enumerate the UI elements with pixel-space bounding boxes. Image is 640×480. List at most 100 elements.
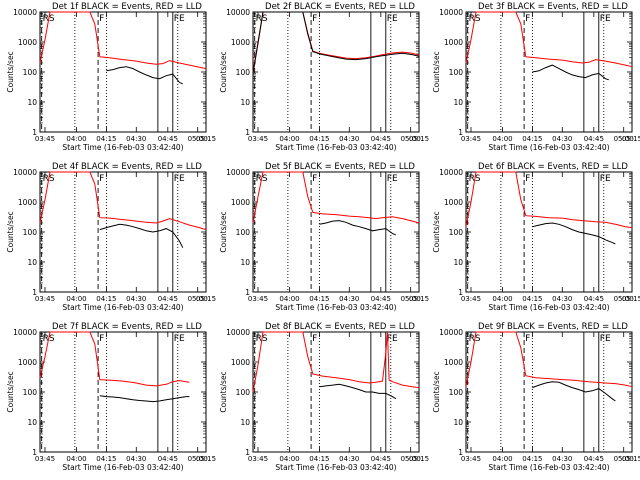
y-axis-label: Counts/sec bbox=[219, 371, 228, 412]
x-tick-label: 05:15 bbox=[409, 455, 429, 463]
x-tick-label: 03:45 bbox=[248, 135, 268, 143]
y-tick-label: 1000 bbox=[444, 198, 463, 207]
chart-panel-5: Det 5f BLACK = Events, RED = LLD Counts/s… bbox=[219, 162, 429, 312]
x-tick-label: 04:30 bbox=[552, 135, 572, 143]
chart-panel-6: Det 6f BLACK = Events, RED = LLD Counts/s… bbox=[432, 162, 640, 312]
x-tick-label: 04:15 bbox=[309, 295, 329, 303]
x-tick-label: 04:00 bbox=[492, 455, 512, 463]
plot-frame bbox=[39, 171, 207, 293]
x-axis-label: Start Time (16-Feb-03 03:42:40) bbox=[275, 143, 396, 152]
y-tick-label: 10000 bbox=[13, 168, 37, 177]
y-tick-label: 10000 bbox=[13, 328, 37, 337]
y-axis-label: Counts/sec bbox=[219, 51, 228, 92]
series-line-events bbox=[252, 11, 420, 74]
x-tick-label: 04:30 bbox=[126, 455, 146, 463]
y-axis-label: Counts/sec bbox=[6, 211, 15, 252]
y-tick-label: 10 bbox=[27, 98, 37, 107]
x-tick-label: 04:15 bbox=[522, 135, 542, 143]
y-tick-label: 1 bbox=[458, 128, 463, 137]
y-tick-label: 1000 bbox=[231, 358, 250, 367]
y-tick-label: 10 bbox=[453, 418, 463, 427]
x-tick-label: 04:00 bbox=[279, 135, 299, 143]
chart-title: Det 5f BLACK = Events, RED = LLD bbox=[265, 162, 415, 172]
y-tick-label: 100 bbox=[236, 228, 251, 237]
x-tick-label: 05:00 bbox=[401, 135, 421, 143]
marker-label: FE bbox=[174, 334, 185, 344]
y-tick-label: 10000 bbox=[13, 8, 37, 17]
x-axis-label: Start Time (16-Feb-03 03:42:40) bbox=[488, 143, 609, 152]
x-tick-label: 03:45 bbox=[35, 135, 55, 143]
y-tick-label: 100 bbox=[23, 228, 38, 237]
y-tick-label: 10 bbox=[27, 418, 37, 427]
plot-frame bbox=[252, 11, 420, 133]
x-axis-label: Start Time (16-Feb-03 03:42:40) bbox=[62, 303, 183, 312]
marker-label: FE bbox=[174, 14, 185, 24]
y-tick-label: 10000 bbox=[226, 168, 250, 177]
plot-frame bbox=[252, 171, 420, 293]
series-line-lld bbox=[465, 331, 633, 388]
x-tick-label: 04:45 bbox=[371, 295, 391, 303]
y-tick-label: 10 bbox=[240, 258, 250, 267]
chart-panel-7: Det 7f BLACK = Events, RED = LLD Counts/s… bbox=[6, 322, 216, 472]
y-tick-label: 1 bbox=[32, 128, 37, 137]
chart-panel-9: Det 9f BLACK = Events, RED = LLD Counts/s… bbox=[432, 322, 640, 472]
x-tick-label: 03:45 bbox=[248, 295, 268, 303]
x-tick-label: 04:30 bbox=[126, 295, 146, 303]
x-tick-label: 05:15 bbox=[409, 295, 429, 303]
y-tick-label: 10 bbox=[453, 98, 463, 107]
chart-title: Det 3f BLACK = Events, RED = LLD bbox=[478, 2, 628, 12]
y-tick-label: 10000 bbox=[226, 8, 250, 17]
x-tick-label: 04:00 bbox=[492, 135, 512, 143]
y-tick-label: 1000 bbox=[444, 38, 463, 47]
y-tick-label: 10 bbox=[453, 258, 463, 267]
x-tick-label: 04:30 bbox=[552, 455, 572, 463]
y-tick-label: 1000 bbox=[18, 198, 37, 207]
x-axis-label: Start Time (16-Feb-03 03:42:40) bbox=[62, 463, 183, 472]
x-tick-label: 05:00 bbox=[401, 455, 421, 463]
x-tick-label: 03:45 bbox=[461, 455, 481, 463]
x-tick-label: 03:45 bbox=[461, 135, 481, 143]
series-line-lld bbox=[252, 331, 420, 393]
y-tick-label: 100 bbox=[23, 388, 38, 397]
y-tick-label: 10 bbox=[240, 418, 250, 427]
y-tick-label: 1 bbox=[245, 128, 250, 137]
y-tick-label: 1000 bbox=[231, 38, 250, 47]
x-tick-label: 05:15 bbox=[622, 135, 640, 143]
x-axis-label: Start Time (16-Feb-03 03:42:40) bbox=[62, 143, 183, 152]
x-tick-label: 03:45 bbox=[35, 295, 55, 303]
plot-frame bbox=[465, 171, 633, 293]
y-tick-label: 1 bbox=[245, 448, 250, 457]
chart-panel-1: Det 1f BLACK = Events, RED = LLD Counts/s… bbox=[6, 2, 216, 152]
chart-panel-8: Det 8f BLACK = Events, RED = LLD Counts/s… bbox=[219, 322, 429, 472]
x-tick-label: 04:00 bbox=[66, 455, 86, 463]
y-tick-label: 1 bbox=[32, 288, 37, 297]
x-tick-label: 04:00 bbox=[492, 295, 512, 303]
x-tick-label: 05:00 bbox=[188, 455, 208, 463]
y-tick-label: 1 bbox=[245, 288, 250, 297]
y-tick-label: 1 bbox=[458, 288, 463, 297]
x-tick-label: 05:15 bbox=[196, 135, 216, 143]
x-axis-label: Start Time (16-Feb-03 03:42:40) bbox=[488, 463, 609, 472]
y-axis-label: Counts/sec bbox=[219, 211, 228, 252]
series-line-lld bbox=[39, 331, 190, 387]
y-tick-label: 10 bbox=[240, 98, 250, 107]
x-tick-label: 04:15 bbox=[522, 295, 542, 303]
x-tick-label: 04:15 bbox=[96, 295, 116, 303]
chart-title: Det 1f BLACK = Events, RED = LLD bbox=[52, 2, 202, 12]
y-tick-label: 10000 bbox=[439, 168, 463, 177]
y-tick-label: 100 bbox=[236, 68, 251, 77]
x-tick-label: 05:00 bbox=[188, 295, 208, 303]
y-axis-label: Counts/sec bbox=[432, 211, 441, 252]
x-tick-label: 04:45 bbox=[371, 135, 391, 143]
marker-label: F bbox=[525, 174, 530, 184]
y-tick-label: 1 bbox=[32, 448, 37, 457]
y-axis-label: Counts/sec bbox=[432, 371, 441, 412]
x-tick-label: 04:45 bbox=[158, 295, 178, 303]
chart-title: Det 6f BLACK = Events, RED = LLD bbox=[478, 162, 628, 172]
chart-title: Det 4f BLACK = Events, RED = LLD bbox=[52, 162, 202, 172]
y-tick-label: 1000 bbox=[18, 358, 37, 367]
plot-frame bbox=[39, 331, 207, 453]
x-tick-label: 03:45 bbox=[461, 295, 481, 303]
y-tick-label: 100 bbox=[449, 68, 464, 77]
